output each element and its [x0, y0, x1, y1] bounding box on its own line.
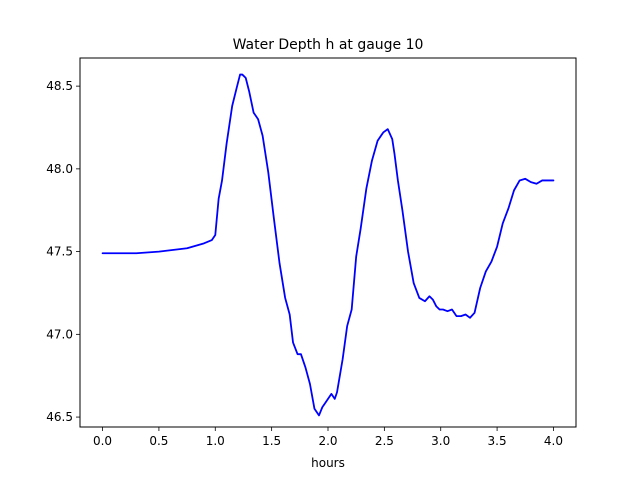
x-tick-label: 1.5	[262, 434, 281, 448]
y-tick-label: 48.0	[46, 162, 73, 176]
y-axis: 46.5 47.0 47.5 48.0 48.5	[46, 79, 80, 424]
y-tick-label: 47.5	[46, 245, 73, 259]
x-tick-label: 2.5	[375, 434, 394, 448]
x-tick-label: 0.5	[149, 434, 168, 448]
x-axis: 0.0 0.5 1.0 1.5 2.0 2.5 3.0 3.5 4.0	[93, 427, 563, 448]
plot-area	[101, 73, 555, 417]
x-tick-label: 0.0	[93, 434, 112, 448]
series-line-0	[101, 73, 555, 417]
y-tick-label: 46.5	[46, 410, 73, 424]
y-tick-label: 47.0	[46, 327, 73, 341]
plot-frame	[79, 57, 577, 428]
x-tick-label: 2.0	[318, 434, 337, 448]
x-tick-label: 3.0	[431, 434, 450, 448]
x-tick-label: 1.0	[206, 434, 225, 448]
y-tick-label: 48.5	[46, 79, 73, 93]
x-tick-label: 4.0	[544, 434, 563, 448]
x-tick-label: 3.5	[488, 434, 507, 448]
chart-title: Water Depth h at gauge 10	[233, 37, 424, 53]
x-axis-label: hours	[311, 456, 345, 470]
